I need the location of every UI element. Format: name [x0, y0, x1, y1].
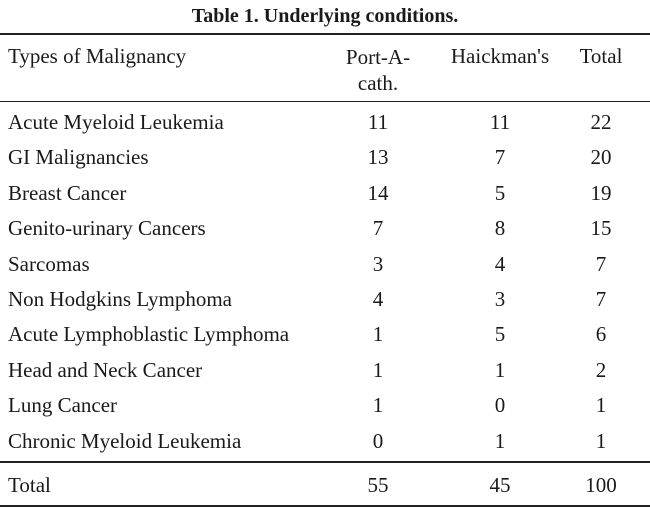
cell: 7: [494, 145, 506, 170]
header-rule: [0, 101, 650, 102]
top-rule: [0, 33, 650, 35]
cell: 0: [372, 428, 384, 453]
cell: 11: [489, 110, 511, 134]
cell: 1: [494, 357, 506, 382]
row-label: Lung Cancer: [8, 393, 118, 418]
total-cell: 100: [585, 473, 617, 497]
cell: 1: [595, 428, 607, 453]
cell: 4: [372, 287, 384, 311]
total-cell: 45: [489, 473, 511, 497]
total-label: Total: [8, 473, 51, 497]
cell: 5: [494, 180, 506, 205]
cell: 7: [595, 251, 607, 276]
cell: 7: [595, 287, 607, 311]
row-label: Chronic Myeloid Leukemia: [8, 428, 242, 453]
cell: 20: [590, 145, 612, 170]
row-label: Acute Lymphoblastic Lymphoma: [8, 322, 290, 347]
cell: 6: [595, 322, 607, 347]
cell: 14: [367, 180, 389, 205]
column-header: Types of Malignancy: [8, 44, 187, 68]
row-label: Genito-urinary Cancers: [8, 216, 206, 241]
cell: 1: [494, 428, 506, 453]
cell: 3: [372, 251, 384, 276]
cell: 1: [372, 393, 384, 418]
cell: 8: [494, 216, 506, 241]
row-label: Breast Cancer: [8, 180, 127, 205]
row-label: Sarcomas: [8, 251, 90, 276]
cell: 13: [367, 145, 389, 170]
row-label: Acute Myeloid Leukemia: [8, 110, 224, 134]
cell: 1: [372, 322, 384, 347]
cell: 0: [494, 393, 506, 418]
cell: 3: [494, 287, 506, 311]
cell: 15: [590, 216, 612, 241]
column-header: Haickman's: [450, 44, 550, 68]
cell: 19: [590, 180, 612, 205]
cell: 1: [595, 393, 607, 418]
total-cell: 55: [367, 473, 389, 497]
row-label: Non Hodgkins Lymphoma: [8, 287, 232, 311]
row-label: GI Malignancies: [8, 145, 149, 170]
column-header: Total: [579, 44, 623, 68]
bottom-rule: [0, 505, 650, 507]
column-header: Port-A-cath.: [345, 45, 411, 95]
table-title: Table 1. Underlying conditions.: [191, 5, 459, 27]
row-label: Head and Neck Cancer: [8, 357, 203, 382]
cell: 7: [372, 216, 384, 241]
cell: 2: [595, 357, 607, 382]
total-rule: [0, 461, 650, 463]
cell: 5: [494, 322, 506, 347]
cell: 1: [372, 357, 384, 382]
cell: 4: [494, 251, 506, 276]
cell: 22: [590, 110, 612, 134]
cell: 11: [367, 110, 389, 134]
